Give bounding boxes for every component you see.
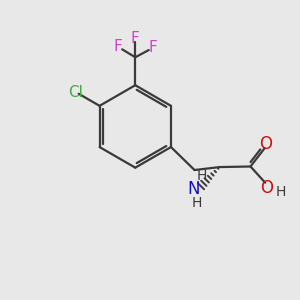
Text: F: F xyxy=(148,40,157,55)
Text: F: F xyxy=(114,39,123,54)
Text: O: O xyxy=(260,135,273,153)
Text: H: H xyxy=(191,196,202,210)
Text: H: H xyxy=(275,184,286,199)
Text: Cl: Cl xyxy=(68,85,82,100)
Text: H: H xyxy=(197,169,207,183)
Text: N: N xyxy=(188,180,200,198)
Text: O: O xyxy=(260,179,273,197)
Text: F: F xyxy=(131,32,140,46)
